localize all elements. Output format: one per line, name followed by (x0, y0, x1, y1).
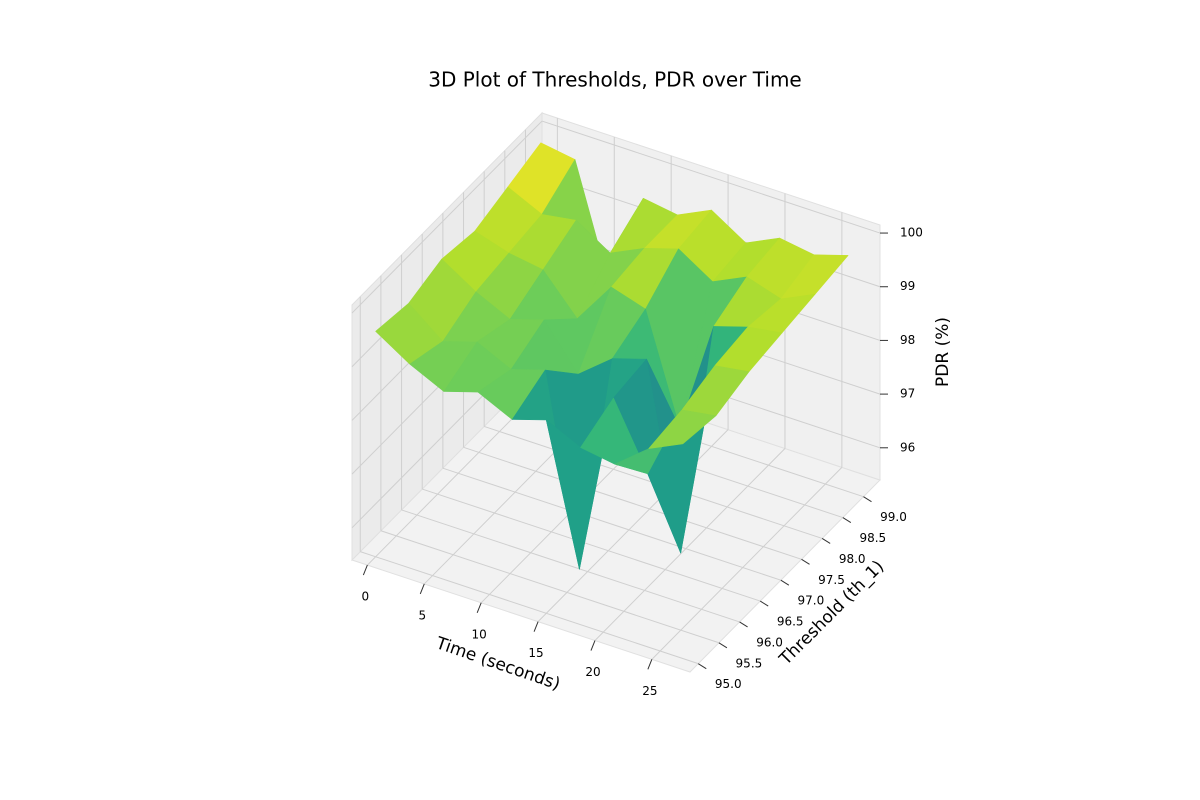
y-tick-label: 95.5 (736, 656, 763, 670)
z-axis-label: PDR (%) (933, 317, 953, 387)
x-grid-line (594, 448, 786, 641)
x-tick-label: 10 (472, 627, 487, 641)
z-grid-line (541, 120, 881, 234)
chart-title: 3D Plot of Thresholds, PDR over Time (428, 68, 802, 92)
y-tick (821, 538, 831, 544)
y-grid-line (442, 467, 782, 581)
y-tick-label: 96.0 (756, 635, 783, 649)
ticks: 0 5 10 15 20 25 95.0 95.5 96.0 96.5 97.0 97.5 98.0 98… (362, 226, 923, 698)
surface (375, 142, 849, 570)
y-grid-line (422, 488, 761, 602)
y-tick (697, 663, 707, 670)
x-tick-label: 25 (642, 684, 657, 698)
x-tick-label: 5 (418, 608, 426, 622)
y-tick (759, 600, 769, 607)
y-tick (842, 517, 852, 523)
x-tick (362, 564, 368, 576)
y-tick (780, 579, 790, 586)
y-tick-label: 95.0 (715, 677, 742, 691)
x-tick (476, 602, 482, 613)
x-tick-label: 20 (585, 665, 600, 679)
y-tick (739, 621, 748, 628)
y-grid-line (380, 530, 720, 644)
y-tick-label: 97.0 (798, 594, 825, 608)
z-grid-line (351, 120, 543, 314)
surface-face (648, 409, 717, 449)
x-tick-label: 0 (362, 590, 370, 604)
y-grid-line (463, 446, 802, 560)
z-tick-label: 100 (900, 226, 923, 240)
z-tick-label: 97 (900, 387, 915, 401)
z-tick-label: 98 (900, 333, 915, 347)
x-tick-label: 15 (528, 646, 543, 660)
y-tick-label: 98.0 (839, 552, 866, 566)
y-grid-line (360, 551, 699, 665)
x-tick (590, 640, 596, 651)
x-tick (533, 621, 539, 632)
y-tick-label: 96.5 (777, 615, 804, 629)
y-tick-label: 99.0 (880, 510, 907, 524)
y-tick (863, 496, 872, 503)
y-tick-label: 98.5 (859, 531, 886, 545)
z-tick-label: 96 (900, 440, 915, 454)
y-tick-label: 97.5 (818, 573, 845, 587)
z-tick-label: 99 (900, 279, 915, 293)
y-tick (801, 558, 810, 565)
x-grid-line (651, 467, 843, 660)
x-tick (647, 659, 653, 670)
x-tick (419, 583, 425, 595)
y-grid-line (401, 509, 740, 623)
x-axis-label: Time (seconds) (432, 633, 562, 694)
y-tick (718, 642, 728, 649)
